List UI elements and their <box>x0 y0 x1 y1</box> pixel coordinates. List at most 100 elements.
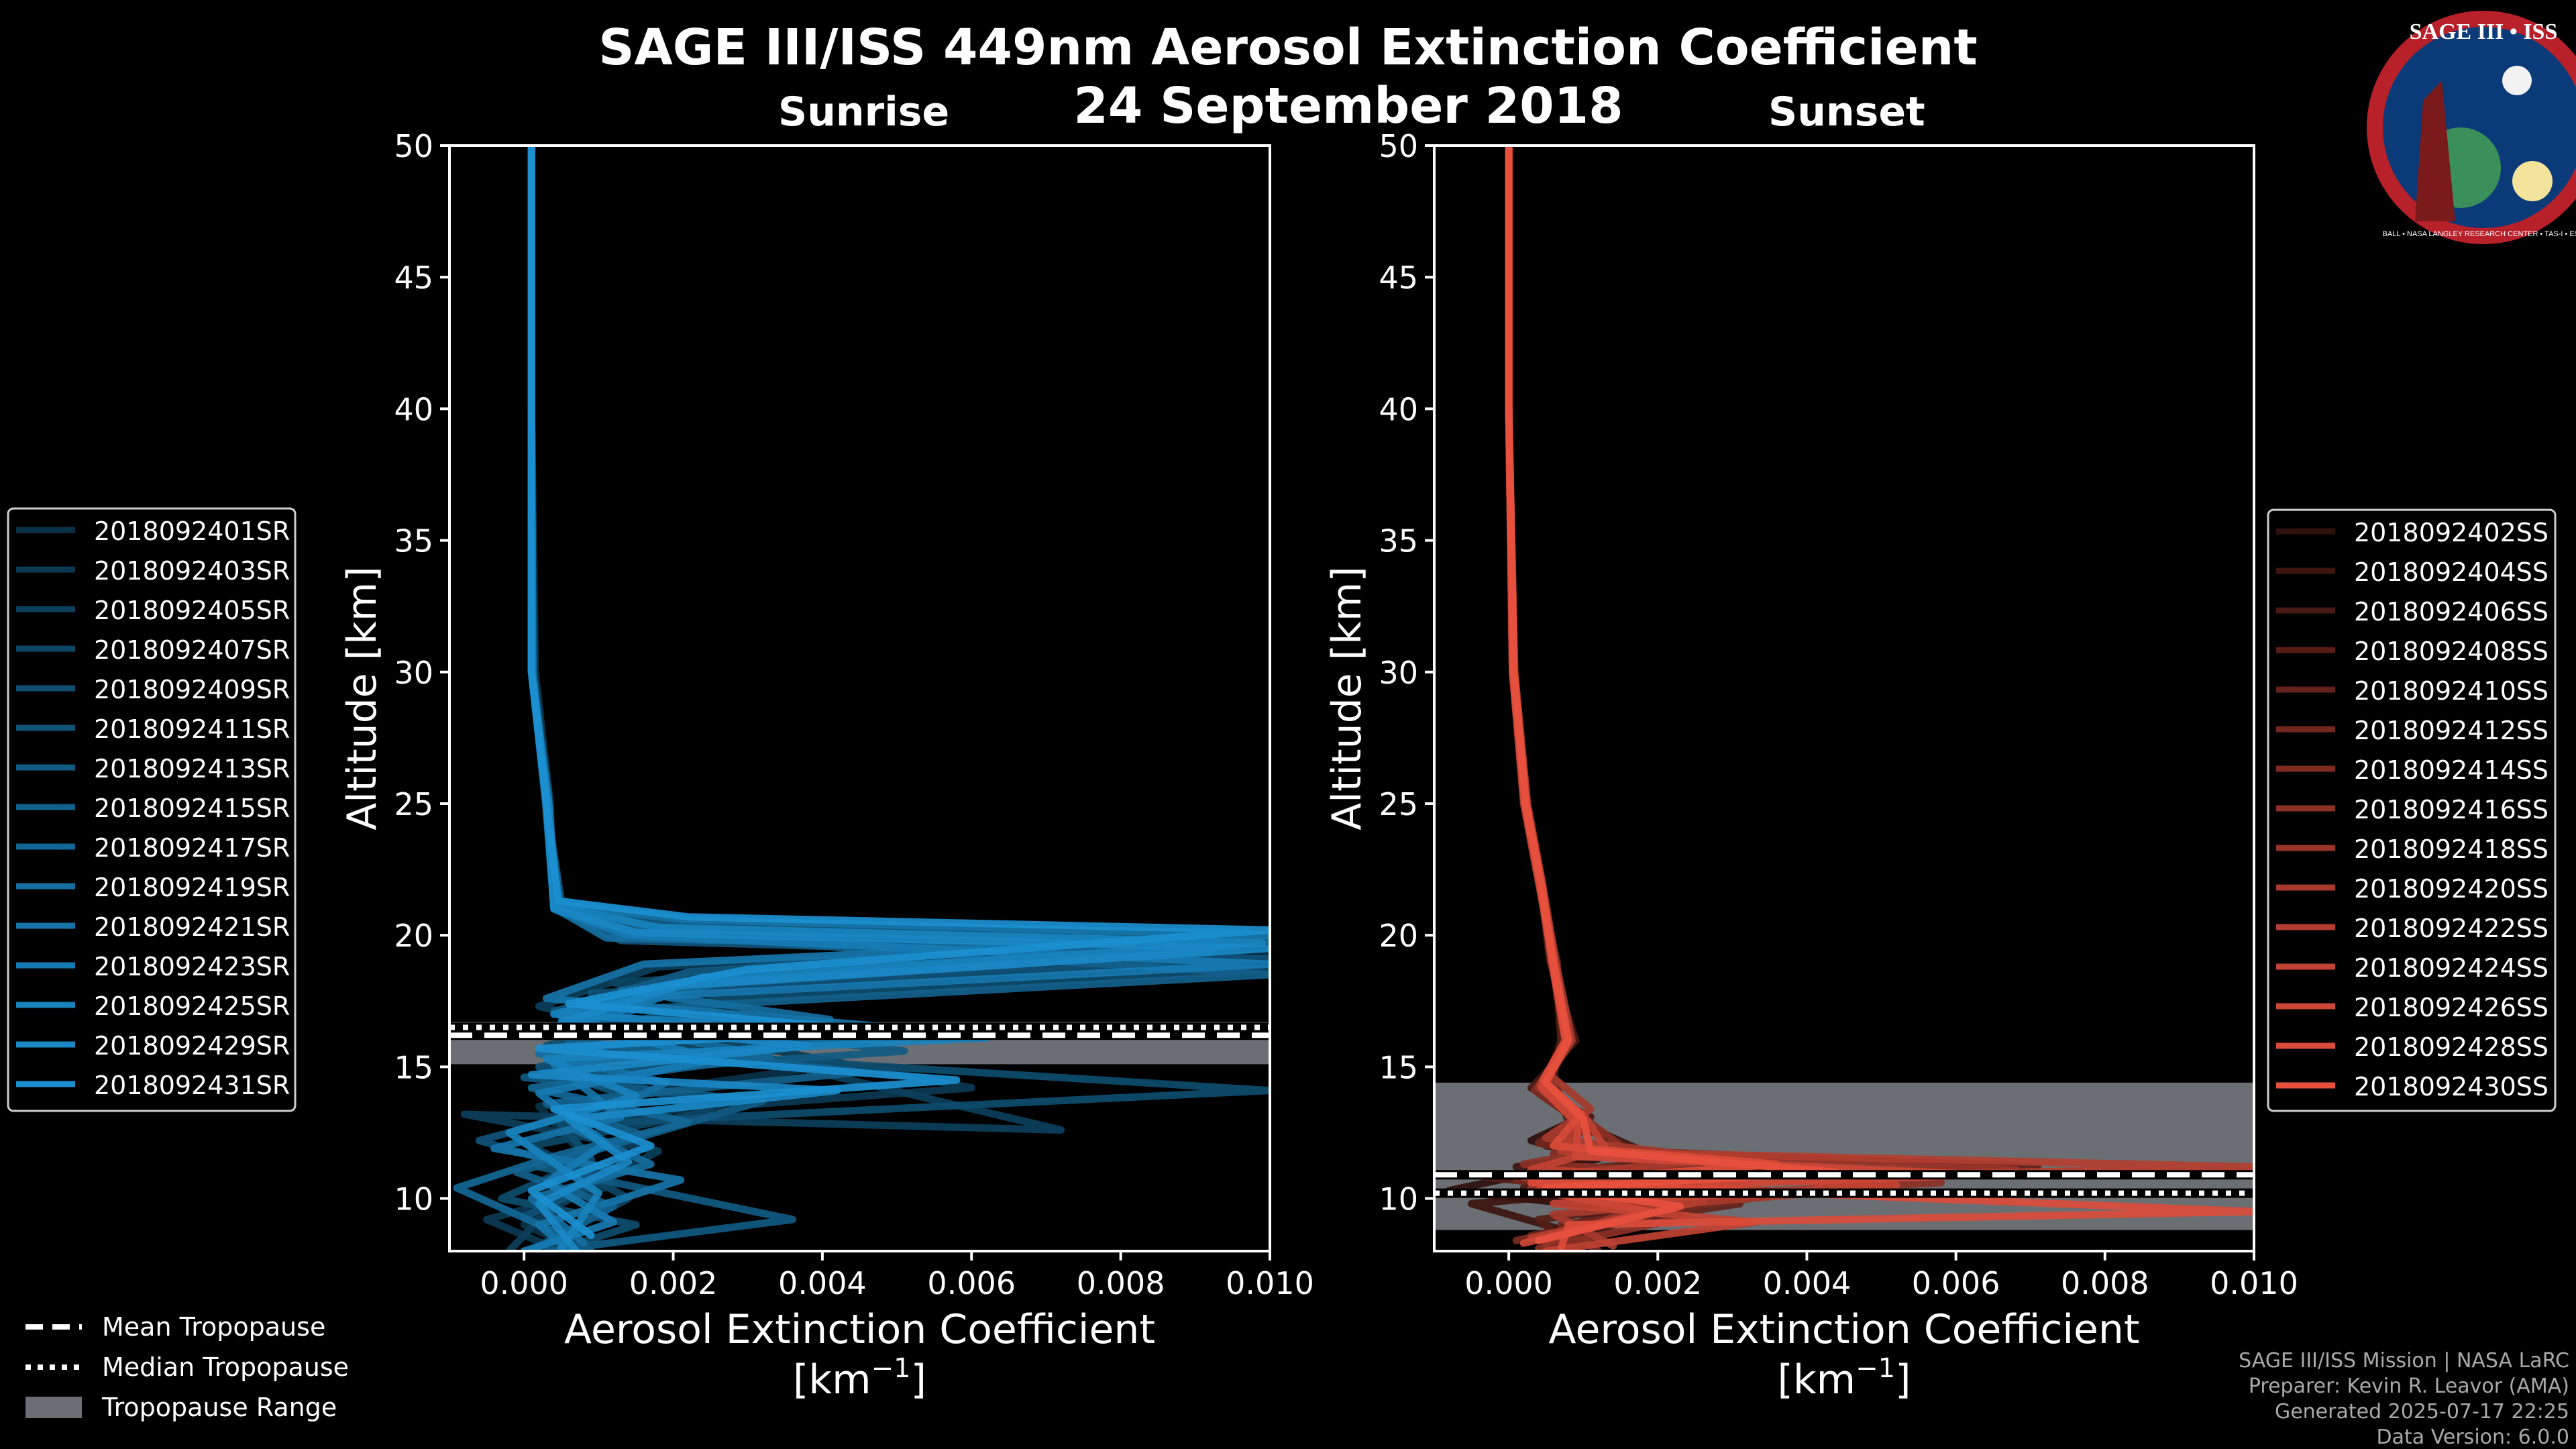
sunrise-legend-label: 2018092425SR <box>94 991 290 1021</box>
sunrise-legend-item: 2018092409SR <box>16 675 290 704</box>
sunrise-xtick-label: 0.010 <box>1226 1265 1314 1301</box>
sunrise-ytick-label: 40 <box>394 391 433 427</box>
sunrise-legend-item: 2018092431SR <box>16 1071 290 1100</box>
sunrise-axes-frame <box>448 144 1271 1252</box>
mean-legend-label: Mean Tropopause <box>102 1312 325 1342</box>
sunrise-ytick-label: 10 <box>394 1181 433 1218</box>
sunrise-legend-label: 2018092419SR <box>94 873 290 902</box>
sunset-legend-item: 2018092418SS <box>2276 835 2548 864</box>
sunset-legend-item: 2018092426SS <box>2276 993 2548 1022</box>
sunrise-legend-label: 2018092401SR <box>94 517 290 546</box>
sunset-xtick-label: 0.006 <box>1912 1265 2000 1301</box>
badge-moon-icon <box>2502 66 2532 95</box>
sunrise-panel: 10 15 20 25 30 35 40 45 50 0.000 0.002 0.004 0.006 0.… <box>339 128 1314 1403</box>
sunset-legend-item: 2018092408SS <box>2276 637 2548 666</box>
sunset-legend-label: 2018092408SS <box>2354 637 2548 666</box>
sunrise-xtick-label: 0.000 <box>480 1265 568 1301</box>
sunrise-series-2018092431SR <box>527 146 1270 1239</box>
sunset-xtick-label: 0.000 <box>1464 1265 1553 1301</box>
sunset-legend-label: 2018092410SS <box>2354 676 2548 706</box>
sunset-ytick-label: 45 <box>1379 260 1418 296</box>
sunset-xtick-label: 0.010 <box>2210 1265 2298 1301</box>
sunset-legend-item: 2018092406SS <box>2276 597 2548 627</box>
sunset-ytick-label: 35 <box>1379 523 1418 559</box>
sunset-legend-item: 2018092414SS <box>2276 755 2548 785</box>
sunrise-legend-label: 2018092417SR <box>94 833 290 863</box>
sunset-legend-label: 2018092404SS <box>2354 557 2548 587</box>
sunrise-legend-item: 2018092417SR <box>16 833 290 863</box>
sunset-legend-label: 2018092420SS <box>2354 874 2548 904</box>
sunset-ytick-label: 10 <box>1379 1181 1418 1218</box>
sunrise-legend-label: 2018092431SR <box>94 1071 290 1100</box>
sunrise-legend-item: 2018092407SR <box>16 635 290 665</box>
sunrise-legend-label: 2018092423SR <box>94 952 290 981</box>
sunset-legend-item: 2018092424SS <box>2276 953 2548 983</box>
sunset-panel-title: Sunset <box>1768 89 1925 136</box>
sunrise-xtick-label: 0.004 <box>778 1265 867 1301</box>
badge-figure-icon <box>2415 80 2455 221</box>
sunset-legend-item: 2018092402SS <box>2276 518 2548 547</box>
sunset-axes-frame <box>1433 144 2255 1252</box>
sunset-xtick-label: 0.004 <box>1763 1265 1851 1301</box>
sunrise-ytick-label: 35 <box>394 523 433 559</box>
sunset-legend-item: 2018092410SS <box>2276 676 2548 706</box>
sunset-series-2018092402SS <box>1445 146 1625 1244</box>
sunrise-xtick-label: 0.002 <box>629 1265 718 1301</box>
sunrise-legend-item: 2018092421SR <box>16 912 290 942</box>
sunset-ytick-label: 50 <box>1379 128 1418 164</box>
sunrise-legend-item: 2018092415SR <box>16 794 290 823</box>
sunrise-ylabel: Altitude [km] <box>339 566 386 830</box>
sunrise-legend-label: 2018092415SR <box>94 794 290 823</box>
sunrise-legend-label: 2018092403SR <box>94 556 290 586</box>
sunrise-legend-item: 2018092401SR <box>16 517 290 546</box>
sunrise-ytick-label: 20 <box>394 918 433 954</box>
sunset-legend-item: 2018092428SS <box>2276 1032 2548 1062</box>
credit-line-4: Data Version: 6.0.0 <box>2377 1426 2569 1449</box>
sunset-legend-label: 2018092406SS <box>2354 597 2548 627</box>
sunset-series-2018092420SS <box>1505 146 1819 1250</box>
sunrise-legend-frame <box>7 507 297 1112</box>
sunset-legend-label: 2018092424SS <box>2354 953 2548 983</box>
sunset-legend-frame <box>2267 508 2557 1112</box>
sunset-xtick-label: 0.008 <box>2061 1265 2149 1301</box>
sunset-panel: 10 15 20 25 30 35 40 45 50 0.000 0.002 0.004 0.006 0.… <box>1324 128 2298 1403</box>
sunset-legend-label: 2018092416SS <box>2354 795 2548 824</box>
sunrise-legend-item: 2018092419SR <box>16 873 290 902</box>
sunset-ytick-label: 25 <box>1379 786 1418 822</box>
sunset-series-2018092426SS <box>1505 146 1990 1247</box>
sunset-ylabel: Altitude [km] <box>1324 566 1371 830</box>
sunrise-legend-item: 2018092425SR <box>16 991 290 1021</box>
range-legend-swatch <box>25 1397 82 1418</box>
credit-line-3: Generated 2025-07-17 22:25 <box>2275 1400 2569 1424</box>
credits: SAGE III/ISS Mission | NASA LaRC Prepare… <box>2239 1349 2569 1449</box>
sunrise-legend-item: 2018092405SR <box>16 596 290 625</box>
sunset-xtick-label: 0.002 <box>1613 1265 1702 1301</box>
sunset-series-2018092410SS <box>1505 146 2042 1239</box>
sunset-legend-label: 2018092426SS <box>2354 993 2548 1022</box>
sunrise-legend-label: 2018092413SR <box>94 754 290 784</box>
sunrise-legend-item: 2018092413SR <box>16 754 290 784</box>
sunset-ytick-label: 30 <box>1379 655 1418 691</box>
sunset-ytick-label: 20 <box>1379 918 1418 954</box>
sunrise-legend-label: 2018092411SR <box>94 714 290 744</box>
sunset-series-2018092418SS <box>1505 146 2019 1247</box>
sunset-xunit: [km−1] <box>1778 1353 1911 1403</box>
sunset-legend-label: 2018092430SS <box>2354 1072 2548 1102</box>
sunset-legend-label: 2018092414SS <box>2354 755 2548 785</box>
sunrise-legend-label: 2018092421SR <box>94 912 290 942</box>
sunrise-ytick-label: 45 <box>394 260 433 296</box>
sunset-legend-item: 2018092422SS <box>2276 914 2548 943</box>
sunrise-xlabel: Aerosol Extinction Coefficient <box>564 1306 1155 1353</box>
sunrise-panel-title: Sunrise <box>778 89 950 136</box>
sunrise-legend-item: 2018092429SR <box>16 1031 290 1061</box>
sunrise-legend-item: 2018092423SR <box>16 952 290 981</box>
sunset-legend-item: 2018092412SS <box>2276 716 2548 745</box>
sunset-ytick-label: 15 <box>1379 1049 1418 1085</box>
sunrise-ytick-label: 15 <box>394 1049 433 1085</box>
sunrise-legend-item: 2018092403SR <box>16 556 290 586</box>
sunrise-legend-label: 2018092429SR <box>94 1031 290 1061</box>
sunrise-ytick-label: 25 <box>394 786 433 822</box>
sunrise-legend-item: 2018092411SR <box>16 714 290 744</box>
sunset-legend-label: 2018092418SS <box>2354 835 2548 864</box>
